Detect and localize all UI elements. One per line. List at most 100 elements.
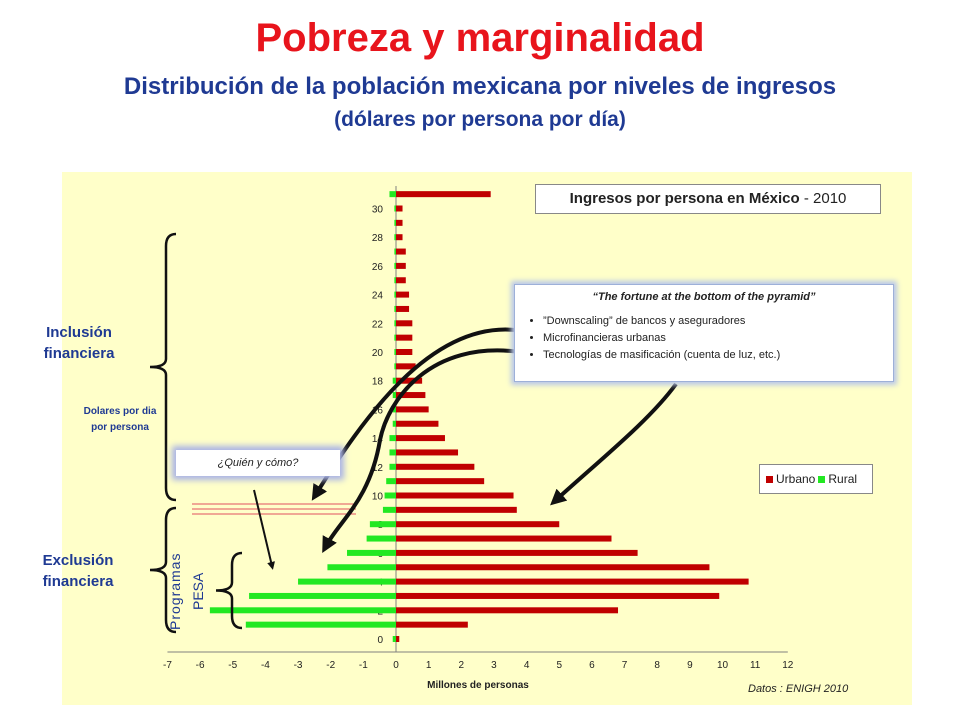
bar-rural bbox=[394, 277, 396, 284]
bar-urbano bbox=[396, 305, 410, 312]
bar-rural bbox=[394, 248, 396, 255]
bar-rural bbox=[366, 535, 396, 542]
bar-urbano bbox=[396, 349, 413, 355]
y-tick-label: 30 bbox=[372, 205, 384, 216]
bar-rural bbox=[394, 291, 396, 298]
bar-urbano bbox=[396, 636, 400, 642]
bar-urbano bbox=[396, 607, 619, 614]
bar-rural bbox=[394, 234, 396, 241]
chart-title-year: - 2010 bbox=[803, 190, 847, 207]
legend-swatch-rural bbox=[818, 476, 826, 483]
x-tick-label: 7 bbox=[622, 660, 628, 671]
y-tick-label: 24 bbox=[372, 291, 384, 302]
x-tick-label: 4 bbox=[524, 660, 530, 671]
bar-urbano bbox=[396, 363, 416, 370]
page-subtitle: Distribución de la población mexicana po… bbox=[123, 73, 837, 100]
chart-title: Ingresos por persona en México bbox=[569, 190, 800, 207]
x-tick-label: 8 bbox=[654, 660, 660, 671]
x-axis-label: Millones de personas bbox=[427, 680, 529, 691]
bar-rural bbox=[245, 621, 396, 628]
bar-rural bbox=[389, 463, 396, 470]
bar-rural bbox=[392, 420, 396, 427]
bar-urbano bbox=[396, 277, 406, 284]
x-tick-label: 11 bbox=[750, 660, 761, 671]
bar-rural bbox=[392, 636, 396, 642]
bar-rural bbox=[392, 377, 396, 384]
arrow-to-low-income bbox=[322, 348, 521, 554]
programas-label: Programas bbox=[167, 553, 183, 630]
x-tick-label: 12 bbox=[782, 660, 794, 671]
inclusion-label-line2: financiera bbox=[43, 345, 115, 362]
exclusion-label-line2: financiera bbox=[42, 573, 114, 590]
x-tick-label: 2 bbox=[459, 660, 465, 671]
x-tick-label: 10 bbox=[717, 660, 729, 671]
x-tick-label: -5 bbox=[228, 660, 237, 671]
bar-rural bbox=[209, 607, 396, 614]
brace-exclusion bbox=[149, 506, 177, 634]
bar-rural bbox=[386, 478, 396, 485]
bar-urbano bbox=[396, 492, 514, 499]
legend-swatch-urbano bbox=[766, 476, 773, 483]
bar-urbano bbox=[396, 435, 445, 442]
y-axis-label: Dolares por dia por persona bbox=[70, 404, 170, 436]
brace-pesa bbox=[215, 551, 243, 630]
bar-rural bbox=[382, 506, 396, 513]
y-tick-label: 26 bbox=[372, 262, 384, 273]
bar-urbano bbox=[396, 578, 749, 585]
bar-urbano bbox=[396, 234, 403, 241]
page-subtitle-units: (dólares por persona por día) bbox=[334, 108, 626, 131]
bar-rural bbox=[394, 205, 396, 212]
bar-urbano bbox=[396, 535, 612, 542]
bar-urbano bbox=[396, 564, 710, 571]
bar-rural bbox=[394, 219, 396, 226]
bar-rural bbox=[394, 320, 396, 327]
bar-urbano bbox=[396, 449, 459, 456]
exclusion-label: Exclusión financiera bbox=[22, 550, 134, 592]
bar-rural bbox=[389, 191, 396, 198]
bar-rural bbox=[389, 449, 396, 456]
bar-urbano bbox=[396, 392, 426, 399]
x-tick-label: 0 bbox=[393, 660, 399, 671]
y-tick-label: 14 bbox=[372, 434, 384, 445]
bar-urbano bbox=[396, 205, 403, 212]
bar-rural bbox=[249, 592, 396, 599]
bar-rural bbox=[394, 334, 396, 341]
brace-inclusion bbox=[149, 232, 177, 502]
bar-urbano bbox=[396, 463, 475, 470]
arrow-to-urban-bars bbox=[550, 382, 678, 506]
arrow-quien-to-pesa bbox=[253, 489, 275, 570]
y-axis-label-line1: Dolares por dia bbox=[83, 406, 157, 417]
legend-label-rural: Rural bbox=[828, 472, 858, 486]
legend-label-urbano: Urbano bbox=[776, 472, 816, 486]
bar-urbano bbox=[396, 592, 720, 599]
bar-rural bbox=[394, 363, 396, 370]
bar-rural bbox=[384, 492, 396, 499]
x-tick-label: -7 bbox=[163, 660, 172, 671]
bar-urbano bbox=[396, 478, 485, 485]
y-tick-label: 22 bbox=[372, 319, 384, 330]
bar-rural bbox=[394, 349, 396, 355]
y-axis-label-line2: por persona bbox=[91, 422, 149, 433]
bar-rural bbox=[369, 521, 396, 528]
exclusion-label-line1: Exclusión bbox=[42, 552, 114, 569]
bottom-pyramid-callout: “The fortune at the bottom of the pyrami… bbox=[514, 284, 894, 382]
y-tick-label: 18 bbox=[372, 377, 384, 388]
data-source: Datos : ENIGH 2010 bbox=[748, 683, 849, 695]
bar-urbano bbox=[396, 320, 413, 327]
bar-urbano bbox=[396, 191, 491, 198]
bar-urbano bbox=[396, 219, 403, 226]
bar-urbano bbox=[396, 334, 413, 341]
x-tick-label: 1 bbox=[426, 660, 432, 671]
chart-panel bbox=[62, 172, 912, 705]
callout-list: ”Downscaling” de bancos y aseguradores M… bbox=[515, 313, 893, 364]
quien-y-como-box: ¿Quién y cómo? bbox=[176, 450, 340, 476]
bar-rural bbox=[347, 549, 396, 556]
bar-urbano bbox=[396, 262, 406, 269]
x-tick-label: 5 bbox=[556, 660, 562, 671]
bar-urbano bbox=[396, 377, 423, 384]
x-tick-label: 6 bbox=[589, 660, 595, 671]
bar-urbano bbox=[396, 621, 468, 628]
bar-rural bbox=[392, 406, 396, 413]
x-tick-label: -6 bbox=[196, 660, 205, 671]
